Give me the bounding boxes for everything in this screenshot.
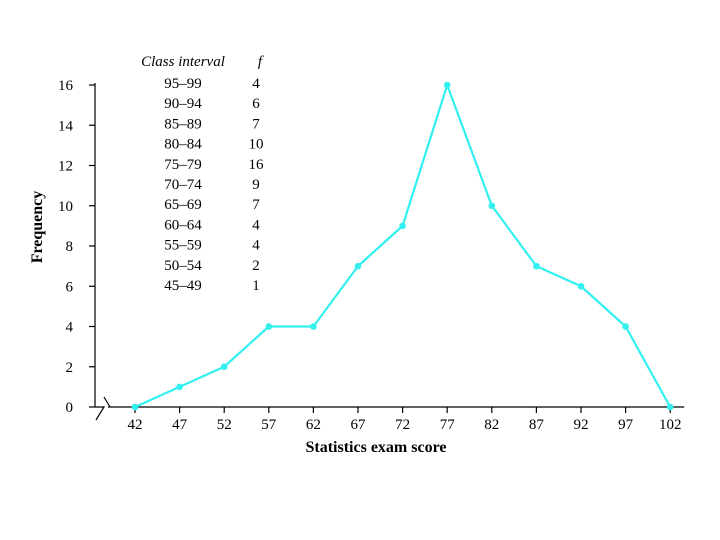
data-point (533, 262, 540, 270)
y-tick-label: 0 (66, 400, 74, 416)
axis-break-mark (95, 396, 111, 421)
table-cell-class-interval: 80–84 (164, 137, 202, 153)
x-tick-label: 92 (574, 417, 589, 433)
axes (94, 83, 685, 421)
table-cell-frequency: 4 (252, 238, 260, 254)
data-point (265, 323, 273, 330)
table-cell-class-interval: 75–79 (164, 157, 202, 173)
table-cell-class-interval: 50–54 (164, 258, 202, 274)
series-frequency (131, 81, 674, 411)
x-tick-label: 72 (395, 417, 410, 433)
table-cell-frequency: 4 (252, 217, 260, 233)
table-rows: 95–99 4 90–94 6 85–89 7 80–84 10 75–79 16 70–74 9 65… (164, 76, 264, 294)
y-tick-label: 8 (66, 239, 74, 255)
table-cell-frequency: 9 (252, 177, 260, 193)
data-point (443, 81, 451, 89)
table-cell-class-interval: 95–99 (164, 76, 202, 92)
data-point (488, 202, 496, 210)
data-point (666, 403, 674, 411)
table-cell-class-interval: 60–64 (164, 217, 202, 233)
x-ticks: 42 47 52 57 62 67 72 77 82 87 92 97 102 (128, 407, 682, 433)
series-line (134, 83, 672, 409)
y-tick-label: 2 (66, 360, 74, 376)
y-axis-title: Frequency (29, 191, 46, 264)
data-point (310, 323, 317, 330)
table-header-class-interval: Class interval (141, 54, 225, 70)
table-cell-frequency: 7 (252, 197, 260, 213)
y-tick-label: 16 (58, 78, 74, 94)
y-tick-label: 14 (58, 118, 74, 134)
data-point (220, 363, 228, 371)
table-cell-frequency: 1 (252, 278, 260, 294)
table-cell-frequency: 2 (252, 258, 260, 274)
table-header-frequency: f (258, 54, 264, 70)
y-ticks: 0 2 4 6 8 10 12 14 16 (58, 78, 95, 416)
x-tick-label: 77 (440, 417, 456, 433)
x-tick-label: 62 (306, 417, 321, 433)
x-tick-label: 82 (484, 417, 499, 433)
x-tick-label: 67 (351, 417, 367, 433)
table-cell-class-interval: 85–89 (164, 116, 202, 132)
table-cell-class-interval: 65–69 (164, 197, 202, 213)
data-point (176, 383, 183, 391)
table-cell-frequency: 16 (249, 157, 265, 173)
data-point (399, 222, 406, 230)
x-tick-label: 102 (659, 417, 682, 433)
data-point (354, 262, 362, 270)
x-tick-label: 57 (261, 417, 277, 433)
table-cell-class-interval: 55–59 (164, 238, 202, 254)
y-tick-label: 4 (66, 320, 74, 336)
table-cell-class-interval: 90–94 (164, 96, 202, 112)
y-tick-label: 10 (58, 199, 73, 215)
x-tick-label: 97 (618, 417, 634, 433)
table-cell-frequency: 7 (252, 116, 260, 132)
table-cell-class-interval: 70–74 (164, 177, 202, 193)
data-point (622, 323, 629, 330)
data-point (131, 403, 139, 411)
table-cell-frequency: 6 (252, 96, 260, 112)
x-tick-label: 47 (172, 417, 188, 433)
table-cell-class-interval: 45–49 (164, 278, 202, 294)
table-cell-frequency: 10 (249, 137, 264, 153)
x-tick-label: 87 (529, 417, 545, 433)
x-tick-label: 42 (128, 417, 143, 433)
y-tick-label: 6 (66, 279, 74, 295)
x-tick-label: 52 (217, 417, 232, 433)
data-point (577, 282, 585, 290)
table-cell-frequency: 4 (252, 76, 260, 92)
frequency-table: Class interval f 95–99 4 90–94 6 85–89 7 80–84… (141, 54, 264, 294)
y-tick-label: 12 (58, 159, 73, 175)
x-axis-title: Statistics exam score (306, 439, 447, 456)
